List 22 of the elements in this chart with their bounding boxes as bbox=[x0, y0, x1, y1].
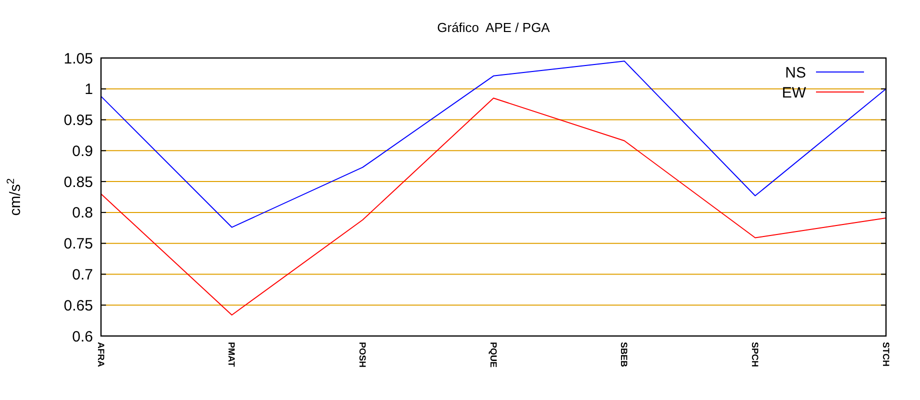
x-tick-label: SBEB bbox=[619, 342, 630, 368]
y-tick-label: 1.05 bbox=[64, 50, 93, 68]
y-tick-label: 0.6 bbox=[72, 328, 93, 346]
y-tick-label: 0.85 bbox=[64, 174, 93, 191]
y-tick-label: 0.7 bbox=[72, 266, 93, 284]
x-tick-label: PMAT bbox=[226, 342, 237, 368]
legend-label: NS bbox=[785, 64, 806, 82]
x-tick-label: AFRA bbox=[96, 342, 106, 368]
x-tick-label: SPCH bbox=[750, 342, 760, 368]
x-tick-label: PQUE bbox=[488, 342, 498, 368]
y-tick-label: 0.75 bbox=[64, 236, 93, 253]
chart-title: Gráfico APE / PGA bbox=[437, 20, 550, 35]
x-tick-label: STCH bbox=[880, 342, 891, 366]
y-tick-label: 0.8 bbox=[72, 204, 93, 222]
y-tick-label: 0.9 bbox=[72, 142, 93, 160]
y-tick-label: 1 bbox=[84, 81, 93, 98]
x-tick-label: POSH bbox=[358, 342, 368, 368]
line-series bbox=[100, 98, 886, 316]
y-tick-label: 0.95 bbox=[64, 112, 93, 130]
legend-label: EW bbox=[782, 84, 807, 102]
y-tick-label: 0.65 bbox=[64, 297, 93, 314]
line-series bbox=[100, 60, 886, 228]
